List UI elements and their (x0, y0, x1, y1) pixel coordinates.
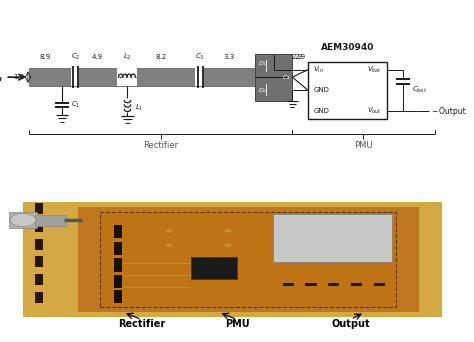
Bar (114, 259, 122, 272)
Bar (374, 283, 385, 286)
Circle shape (224, 229, 231, 233)
Bar (23, 202, 78, 317)
Text: $V_{in}$: $V_{in}$ (313, 65, 324, 75)
Text: GND: GND (313, 108, 329, 114)
Text: $C_1$: $C_1$ (71, 100, 80, 110)
Text: Output: Output (331, 319, 370, 329)
Bar (191, 257, 237, 279)
Text: $D_2$: $D_2$ (258, 86, 267, 95)
Bar (195, 68, 204, 87)
Text: 2.9: 2.9 (292, 54, 303, 61)
Bar (29, 68, 287, 86)
Text: $\bfit{P}_{in}$: $\bfit{P}_{in}$ (0, 70, 3, 84)
Circle shape (165, 229, 173, 233)
Text: Rectifier: Rectifier (118, 319, 165, 329)
Text: GND: GND (313, 87, 329, 93)
Text: AEM30940: AEM30940 (321, 43, 374, 52)
Bar (35, 239, 43, 250)
Bar (255, 54, 292, 101)
Text: Rectifier: Rectifier (143, 141, 178, 150)
Text: $C_4$: $C_4$ (283, 73, 291, 82)
Text: $C_3$: $C_3$ (195, 52, 205, 62)
Bar (78, 207, 419, 312)
Text: $D_1$: $D_1$ (258, 60, 267, 68)
Bar (114, 225, 122, 238)
Bar (35, 292, 43, 303)
Text: $C_2$: $C_2$ (71, 52, 80, 62)
Circle shape (165, 243, 173, 247)
Bar (9, 212, 37, 228)
Text: PMU: PMU (354, 141, 373, 150)
Text: 2.9: 2.9 (295, 54, 306, 61)
Text: 8.9: 8.9 (39, 54, 50, 61)
Text: ─ Output: ─ Output (432, 107, 465, 116)
Circle shape (224, 243, 231, 247)
Bar (100, 212, 396, 307)
Text: $L_1$: $L_1$ (136, 103, 144, 113)
Circle shape (10, 213, 36, 227)
Bar (283, 283, 294, 286)
Text: 4.9: 4.9 (92, 54, 103, 61)
Bar (114, 241, 122, 255)
Bar (23, 202, 442, 317)
Text: 3.3: 3.3 (223, 54, 235, 61)
Text: 8.2: 8.2 (155, 54, 166, 61)
Bar (114, 275, 122, 288)
Text: 1.9: 1.9 (13, 74, 25, 80)
Bar (118, 68, 137, 87)
Bar (35, 256, 43, 267)
Text: $V_{out}$: $V_{out}$ (367, 106, 382, 116)
Text: $V_{bat}$: $V_{bat}$ (367, 65, 382, 75)
Bar (123, 287, 191, 288)
Bar (35, 214, 66, 226)
Bar (123, 275, 191, 276)
Bar (123, 263, 191, 264)
Bar (273, 214, 392, 262)
Bar (35, 221, 43, 232)
Bar (308, 62, 387, 119)
Text: $C_{bat}$: $C_{bat}$ (412, 85, 427, 95)
Bar (35, 274, 43, 285)
Bar (305, 283, 317, 286)
Bar (351, 283, 362, 286)
Bar (35, 203, 43, 214)
Bar (328, 283, 339, 286)
Bar (71, 68, 79, 87)
Text: PMU: PMU (225, 319, 249, 329)
Bar (114, 289, 122, 303)
Text: $L_2$: $L_2$ (123, 52, 132, 62)
